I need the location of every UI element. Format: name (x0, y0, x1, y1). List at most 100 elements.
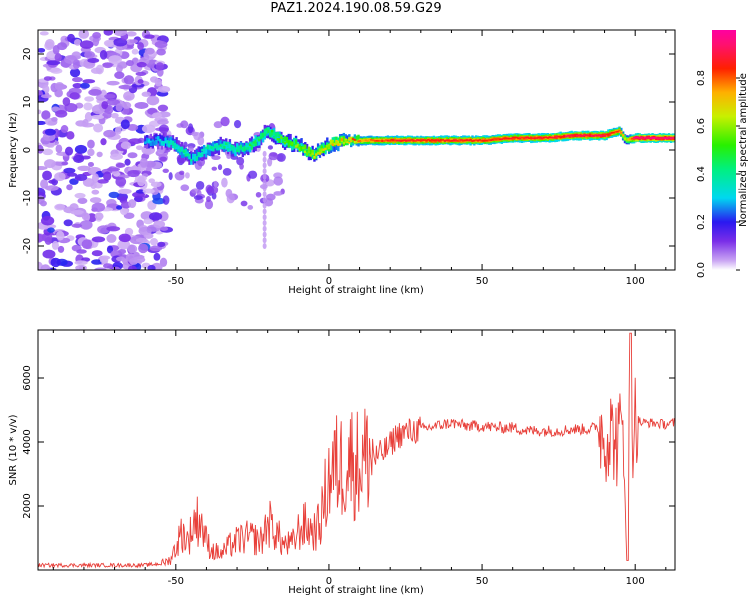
ridge-segment (180, 147, 184, 151)
noise-blob (60, 125, 69, 134)
noise-blob (221, 177, 228, 188)
ridge-segment (588, 133, 592, 137)
ridge-segment (191, 153, 195, 159)
colorbar-tick-label: 0.4 (696, 166, 707, 182)
noise-blob (106, 80, 120, 86)
colorbar-tick-label: 0.0 (696, 262, 707, 278)
ridge-segment (278, 134, 281, 137)
ridge-segment (587, 134, 590, 137)
ridge-segment (147, 139, 151, 143)
ridge-segment (219, 144, 222, 150)
ridge-segment (228, 143, 232, 149)
ridge-segment (447, 139, 450, 142)
noise-blob (38, 233, 44, 243)
ridge-segment (506, 137, 509, 140)
noise-blob (152, 112, 162, 119)
noise-blob (159, 156, 167, 162)
ridge-segment (226, 141, 230, 147)
ridge-segment (348, 137, 351, 141)
y-tick-label: 0 (22, 147, 33, 153)
ridge-segment (588, 135, 592, 137)
noise-blob (99, 49, 108, 60)
noise-blob (123, 91, 135, 101)
noise-blob (120, 119, 130, 130)
noise-blob (73, 39, 82, 46)
ridge-segment (496, 137, 500, 140)
spectrogram-x-axis-label: Height of straight line (km) (288, 285, 424, 296)
ridge-segment (647, 137, 651, 139)
ridge-segment (333, 136, 336, 146)
noise-blob (187, 146, 194, 152)
y-tick-label: 10 (22, 96, 33, 109)
ridge-segment (232, 145, 235, 149)
noise-blob (146, 95, 160, 106)
noise-blob (91, 250, 103, 257)
ridge-segment (158, 138, 162, 142)
noise-blob (247, 205, 254, 210)
ridge-segment (579, 134, 583, 137)
ridge-segment (256, 136, 259, 140)
ridge-segment (144, 141, 147, 144)
ridge-segment (522, 137, 526, 140)
noise-blob (80, 122, 95, 128)
ridge-segment (381, 140, 384, 142)
noise-blob (39, 31, 49, 36)
noise-blob (84, 96, 95, 102)
ridge-segment (241, 147, 244, 151)
noise-blob (168, 172, 173, 181)
ridge-segment (502, 137, 505, 140)
noise-blob (117, 61, 128, 69)
streak-blob (262, 179, 267, 186)
spectrogram-ticks: -50 0 50 100 -20 -10 0 10 20 (22, 30, 675, 287)
noise-blob (88, 88, 102, 96)
noise-blob (123, 212, 135, 219)
ridge-segment (537, 136, 540, 139)
ridge-segment (316, 151, 320, 155)
ridge-segment (572, 135, 575, 137)
ridge-segment (248, 143, 252, 147)
ridge-segment (460, 139, 463, 141)
colorbar-ticks: 0.0 0.2 0.4 0.6 0.8 (696, 70, 740, 278)
noise-blob (91, 189, 100, 195)
noise-blob (150, 76, 159, 83)
ridge-segment (500, 138, 504, 141)
noise-blob (187, 123, 194, 134)
ridge-segment (485, 139, 489, 142)
ridge-segment (162, 141, 165, 144)
colorbar: 0.0 0.2 0.4 0.6 0.8 Normalized spectral ampl… (696, 30, 749, 278)
ridge-segment (147, 139, 151, 149)
ridge-segment (208, 144, 211, 148)
ridge-segment (550, 136, 553, 139)
ridge-segment (524, 136, 527, 139)
ridge-segment (294, 145, 298, 148)
noise-blob (118, 248, 127, 255)
ridge-segment (175, 137, 178, 150)
noise-blob (103, 129, 116, 138)
ridge-segment (307, 150, 311, 154)
ridge-segment (629, 138, 632, 140)
noise-blob (116, 205, 123, 210)
ridge-segment (419, 139, 423, 142)
noise-blob (92, 36, 100, 47)
ridge-segment (441, 139, 445, 141)
ridge-segment (372, 139, 375, 142)
ridge-segment (417, 139, 421, 142)
noise-blob (51, 240, 59, 250)
ridge-segment (226, 148, 230, 151)
noise-blob (106, 99, 120, 106)
ridge-segment (311, 152, 314, 156)
noise-blob (84, 111, 93, 122)
noise-blob (41, 110, 51, 120)
ridge-segment (519, 137, 522, 140)
noise-blob (106, 245, 114, 254)
ridge-segment (454, 139, 458, 142)
ridge-segment (309, 149, 312, 155)
ridge-segment (353, 139, 357, 141)
noise-blob (91, 173, 99, 184)
ridge-segment (270, 129, 274, 133)
noise-blob (127, 124, 139, 131)
ridge-segment (309, 154, 312, 157)
ridge-segment (634, 136, 638, 139)
ridge-segment (166, 140, 169, 143)
ridge-segment (528, 137, 531, 140)
